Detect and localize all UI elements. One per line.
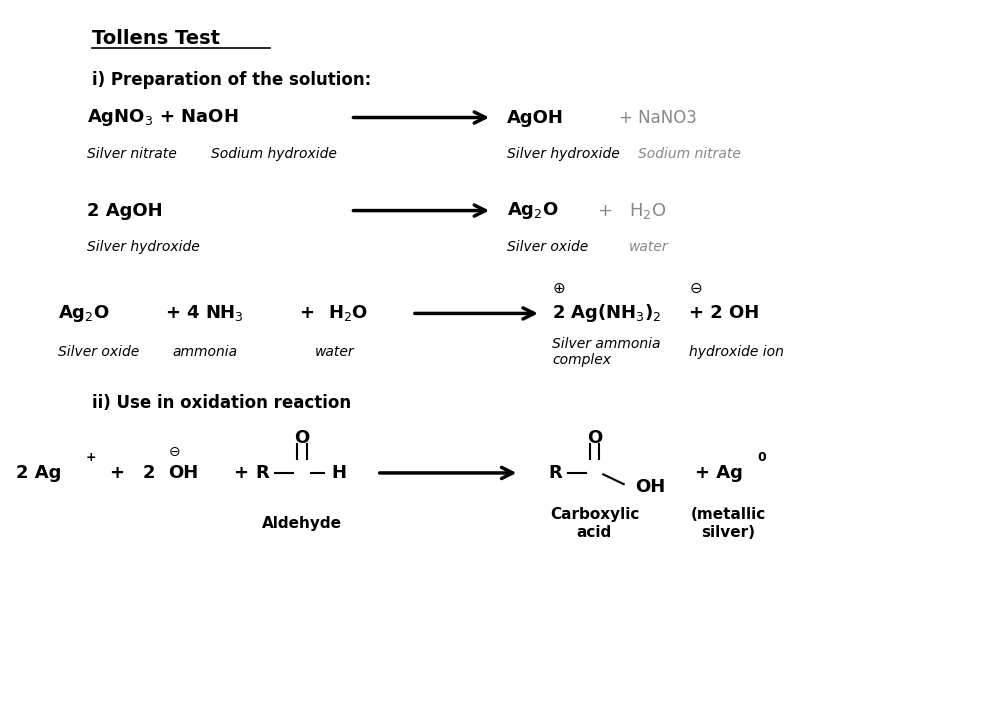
Text: H$_2$O: H$_2$O: [328, 304, 368, 324]
Text: water: water: [315, 345, 354, 359]
Text: +: +: [87, 451, 96, 464]
Text: O: O: [586, 429, 602, 447]
Text: + NaNO3: + NaNO3: [619, 108, 697, 127]
Text: Silver nitrate: Silver nitrate: [88, 147, 177, 161]
Text: 2: 2: [143, 464, 155, 482]
Text: Aldehyde: Aldehyde: [262, 516, 341, 531]
Text: $\oplus$: $\oplus$: [552, 281, 566, 296]
Text: + Ag: + Ag: [695, 464, 743, 482]
Text: OH: OH: [636, 478, 665, 496]
Text: $\ominus$: $\ominus$: [689, 281, 703, 296]
Text: Silver ammonia
complex: Silver ammonia complex: [552, 337, 661, 367]
Text: R: R: [548, 464, 562, 482]
Text: +: +: [109, 464, 125, 482]
Text: Tollens Test: Tollens Test: [92, 28, 220, 47]
Text: H$_2$O: H$_2$O: [629, 200, 666, 221]
Text: Ag$_2$O: Ag$_2$O: [507, 200, 559, 221]
Text: hydroxide ion: hydroxide ion: [689, 345, 784, 359]
Text: +: +: [299, 304, 314, 322]
Text: OH: OH: [168, 464, 199, 482]
Text: +: +: [597, 202, 612, 219]
Text: AgOH: AgOH: [507, 108, 564, 127]
Text: 0: 0: [758, 451, 767, 464]
Text: + 4 NH$_3$: + 4 NH$_3$: [165, 304, 244, 324]
Text: 2 Ag: 2 Ag: [16, 464, 61, 482]
Text: (metallic
silver): (metallic silver): [691, 507, 766, 539]
Text: 2 Ag(NH$_3$)$_2$: 2 Ag(NH$_3$)$_2$: [552, 302, 662, 324]
Text: + 2 OH: + 2 OH: [689, 304, 760, 322]
Text: AgNO$_3$ + NaOH: AgNO$_3$ + NaOH: [88, 107, 238, 128]
Text: Sodium hydroxide: Sodium hydroxide: [211, 147, 337, 161]
Text: Silver oxide: Silver oxide: [507, 240, 587, 254]
Text: Sodium nitrate: Sodium nitrate: [639, 147, 741, 161]
Text: H: H: [332, 464, 346, 482]
Text: +: +: [233, 464, 248, 482]
Text: i) Preparation of the solution:: i) Preparation of the solution:: [92, 71, 371, 88]
Text: ii) Use in oxidation reaction: ii) Use in oxidation reaction: [92, 394, 351, 412]
Text: Silver oxide: Silver oxide: [58, 345, 139, 359]
Text: ammonia: ammonia: [172, 345, 237, 359]
Text: 2 AgOH: 2 AgOH: [88, 202, 162, 219]
Text: Carboxylic
acid: Carboxylic acid: [550, 507, 640, 539]
Text: Silver hydroxide: Silver hydroxide: [507, 147, 619, 161]
Text: R: R: [256, 464, 270, 482]
Text: $\ominus$: $\ominus$: [168, 445, 180, 459]
Text: O: O: [294, 429, 309, 447]
Text: Ag$_2$O: Ag$_2$O: [58, 303, 109, 324]
Text: water: water: [629, 240, 668, 254]
Text: Silver hydroxide: Silver hydroxide: [88, 240, 200, 254]
